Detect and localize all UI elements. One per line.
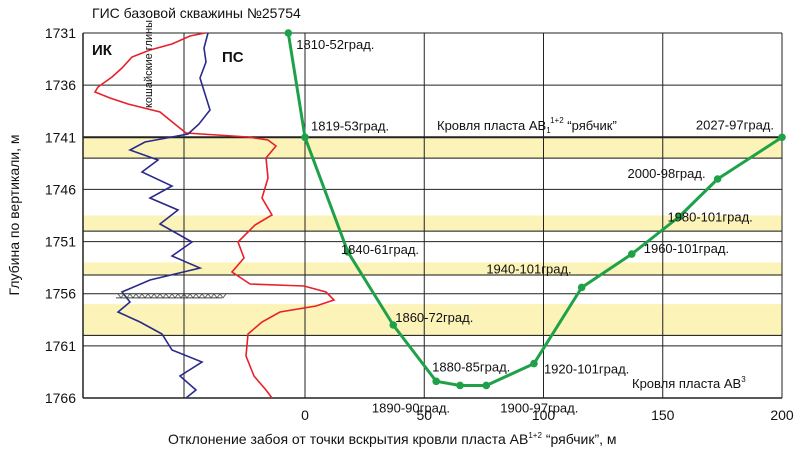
trajectory-point-8 — [577, 283, 586, 292]
hatch-mark — [159, 293, 167, 299]
trajectory-point-9 — [627, 250, 636, 258]
trajectory-point-0 — [284, 29, 293, 37]
y-tick-4: 1751 — [45, 234, 76, 250]
hatch-mark — [123, 293, 131, 299]
band-0 — [83, 137, 782, 159]
point-label-11: 2000-98град. — [627, 166, 705, 181]
hatch-mark — [219, 293, 227, 299]
trajectory-point-6 — [482, 381, 491, 390]
x-tick-4: 200 — [770, 407, 794, 423]
hatch-mark — [177, 293, 185, 299]
trajectory-point-3 — [389, 321, 398, 329]
roof-lower-sup: 3 — [741, 375, 746, 384]
ik-curve — [93, 32, 336, 399]
hatch-mark — [153, 293, 161, 299]
y-axis-label: Глубина по вертикали, м — [6, 134, 22, 295]
band-1 — [83, 215, 782, 232]
point-labels: 1810-52град. 1819-53град. 1840-61град. 1860… — [296, 37, 774, 415]
hatch-mark — [201, 293, 209, 299]
roof-upper-sup: 1+2 — [550, 116, 564, 125]
trajectory-point-12 — [778, 133, 786, 142]
well-logs — [93, 32, 336, 399]
chart-title: ГИС базовой скважины №25754 — [92, 5, 301, 21]
trajectory-point-7 — [530, 359, 538, 368]
clay-label: кошайские глины — [143, 20, 155, 108]
trajectory-point-4 — [432, 377, 440, 386]
x-tick-0: 0 — [301, 407, 309, 423]
trajectory-point-11 — [713, 175, 722, 183]
roof-upper-sub: 1 — [546, 126, 551, 135]
y-tick-2: 1741 — [45, 129, 76, 145]
reservoir-bands — [83, 137, 782, 336]
point-label-8: 1940-101град. — [486, 261, 571, 276]
y-tick-6: 1761 — [45, 338, 76, 354]
y-tick-0: 1731 — [45, 25, 76, 41]
hatch-mark — [183, 293, 191, 299]
hatch-mark — [195, 293, 203, 299]
hatch-mark — [135, 293, 143, 299]
trajectory-point-5 — [456, 381, 464, 390]
ik-label: ИК — [92, 42, 113, 59]
band-2 — [83, 262, 782, 275]
y-tick-5: 1756 — [45, 286, 76, 302]
point-label-7: 1920-101град. — [544, 362, 629, 377]
hatch-mark — [189, 293, 197, 299]
y-tick-1: 1736 — [45, 77, 76, 93]
point-label-1: 1819-53град. — [311, 118, 389, 133]
hatch-mark — [129, 293, 137, 299]
x-axis-label-tail: “рябчик”, м — [542, 431, 617, 447]
hatch-mark — [213, 293, 221, 299]
point-label-4: 1880-85град. — [432, 359, 510, 374]
grid — [82, 32, 783, 399]
ps-label: ПС — [222, 49, 244, 66]
x-axis-label-sup: 1+2 — [528, 431, 542, 440]
roof-upper-tail: “рябчик” — [564, 118, 617, 133]
trajectory-point-10 — [675, 212, 684, 221]
point-label-0: 1810-52град. — [296, 37, 374, 52]
roof-lower-annotation: Кровля пласта АВ3 — [632, 375, 746, 391]
roof-upper-main: Кровля пласта АВ — [437, 118, 546, 133]
hatch-mark — [147, 293, 155, 299]
point-label-9: 1960-101град. — [644, 241, 729, 256]
point-label-6: 1900-97град. — [500, 400, 578, 415]
trajectory-series — [284, 29, 786, 390]
x-tick-3: 150 — [651, 407, 675, 423]
y-tick-7: 1766 — [45, 390, 76, 406]
point-label-3: 1860-72град. — [395, 310, 473, 325]
ps-curve — [116, 32, 211, 399]
point-label-2: 1840-61град. — [341, 242, 419, 257]
x-axis-label: Отклонение забоя от точки вскрытия кровл… — [168, 431, 617, 447]
roof-lower-main: Кровля пласта АВ — [632, 376, 741, 391]
point-label-12: 2027-97град. — [696, 117, 774, 132]
hatch-mark — [165, 293, 173, 299]
tick-labels: 1731 1736 1741 1746 1751 1756 1761 1766 0 50 100 15… — [45, 25, 794, 423]
trajectory-point-1 — [301, 133, 309, 142]
y-tick-3: 1746 — [45, 181, 76, 197]
roof-upper-annotation: Кровля пласта АВ11+2 “рябчик” — [437, 116, 617, 135]
band-3 — [83, 304, 782, 336]
trajectory-point-2 — [344, 248, 352, 256]
hatch-mark — [171, 293, 179, 299]
hatch-mark — [207, 293, 215, 299]
x-tick-2: 100 — [532, 407, 556, 423]
x-tick-1: 50 — [416, 407, 432, 423]
hatch-mark — [117, 293, 125, 299]
x-axis-label-main: Отклонение забоя от точки вскрытия кровл… — [168, 431, 528, 447]
point-label-10: 1980-101град. — [667, 210, 752, 225]
hatch-mark — [141, 293, 149, 299]
point-label-5: 1890-90град. — [372, 400, 450, 415]
